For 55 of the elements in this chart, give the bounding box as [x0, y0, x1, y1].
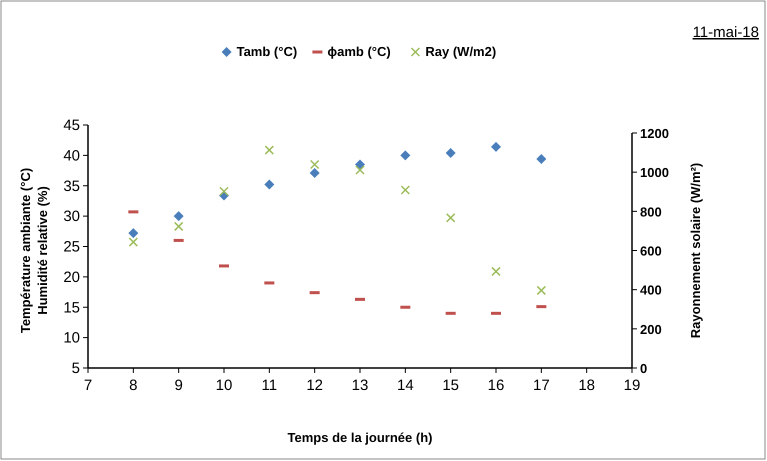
x-tick-label: 14	[396, 377, 414, 394]
y-tick-label: 25	[63, 238, 80, 256]
x-tick-label: 15	[442, 377, 460, 394]
y-tick-label: 5	[72, 360, 80, 377]
point	[174, 211, 184, 222]
point	[264, 145, 274, 155]
point	[446, 213, 456, 223]
x-tick-label: 16	[488, 377, 504, 394]
y-tick-label: 35	[63, 178, 80, 195]
point	[355, 159, 365, 170]
point	[536, 286, 546, 296]
x-tick-label: 7	[84, 377, 92, 394]
y-tick-label: 15	[63, 299, 80, 316]
y-axis-title: Température ambiante (°C) Humidité relative (%)	[18, 168, 50, 334]
point	[174, 222, 184, 232]
y-tick-label: 45	[63, 117, 80, 134]
y2-tick-label: 1200	[640, 126, 669, 141]
x-tick-label: 18	[578, 377, 596, 394]
y-tick-label: 20	[63, 268, 80, 286]
point	[128, 237, 138, 247]
point	[310, 168, 320, 178]
x-tick-label: 8	[129, 377, 138, 394]
x-axis-title: Temps de la journée (h)	[288, 430, 432, 445]
legend-label: Ray (W/m2)	[425, 44, 496, 59]
y2-tick-label: 800	[640, 204, 662, 220]
point	[219, 186, 229, 196]
x-tick-label: 9	[174, 377, 183, 394]
y2-tick-label: 600	[640, 244, 662, 258]
y2-tick-label: 0	[640, 361, 648, 376]
y-tick-label: 40	[63, 147, 80, 164]
point	[536, 154, 546, 164]
x-tick-label: 11	[262, 377, 278, 394]
point	[400, 150, 410, 160]
x-tick-label: 19	[624, 377, 640, 394]
x-tick-label: 12	[306, 377, 324, 394]
point	[400, 185, 410, 195]
point	[355, 165, 365, 175]
x-tick-label: 17	[532, 377, 550, 394]
y-tick-label: 10	[63, 330, 80, 347]
legend-label: ϕamb (°C)	[327, 44, 391, 59]
point	[264, 180, 274, 190]
y2-tick-label: 200	[640, 322, 662, 337]
point	[491, 266, 501, 276]
y2-axis-title: Rayonnement solaire (W/m²)	[688, 162, 703, 338]
legend-label: Tamb (°C)	[236, 44, 298, 59]
y2-tick-label: 400	[640, 282, 662, 298]
x-tick-label: 10	[216, 377, 232, 394]
point	[310, 160, 320, 170]
point	[446, 148, 456, 158]
point	[128, 228, 138, 238]
y-tick-label: 30	[63, 208, 80, 226]
point	[491, 142, 501, 152]
text: 11-mai-18	[692, 24, 759, 41]
y2-tick-label: 1000	[640, 165, 669, 180]
x-tick-label: 13	[352, 377, 368, 394]
